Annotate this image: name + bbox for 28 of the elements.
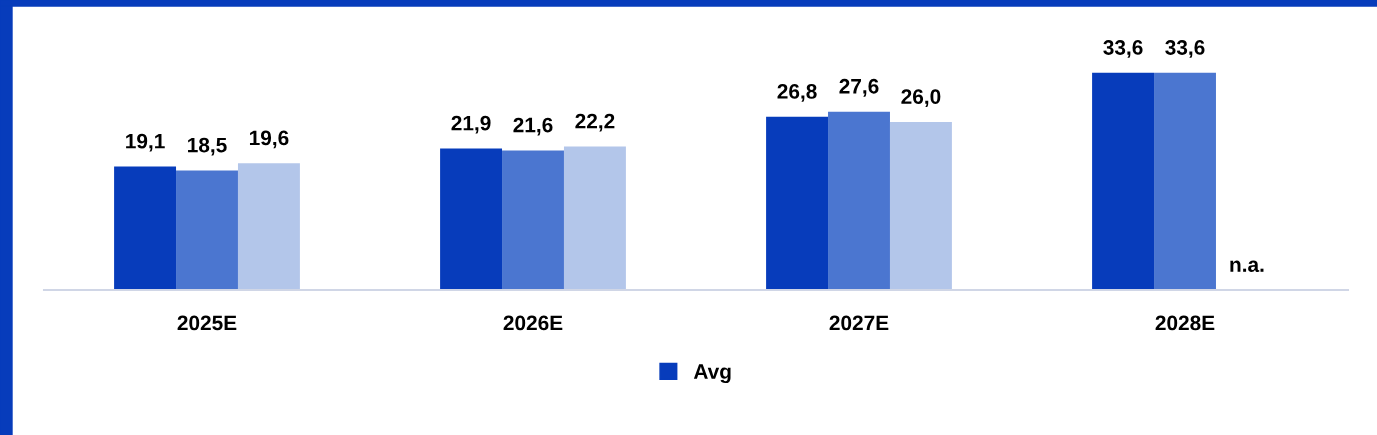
bar [889,121,952,290]
bar [176,170,238,290]
legend-label: Avg [693,364,731,384]
data-label: 27,6 [839,78,879,97]
data-label: 21,9 [451,115,491,134]
bar [766,116,829,290]
bar [440,148,503,290]
data-label: 21,6 [513,117,553,136]
data-label: 18,5 [188,137,227,156]
bar [1154,72,1216,290]
bar [502,150,564,290]
bar [237,163,300,290]
data-label: 26,0 [901,89,941,107]
data-label: 19,1 [126,133,165,152]
data-label: 26,8 [777,84,817,102]
x-tick-label: 2026E [503,315,563,331]
data-label: 22,2 [575,113,615,132]
bar [1092,72,1155,290]
x-tick-label: 2028E [1155,315,1215,331]
bar [563,146,626,290]
x-tick-label: 2025E [177,315,237,331]
x-tick-label: 2027E [829,315,889,331]
bar [828,111,890,290]
data-label: 19,6 [249,130,289,149]
data-label: 33,6 [1103,40,1143,58]
text: n.a. [1230,260,1264,272]
data-label: 33,6 [1165,40,1205,58]
bar [114,166,177,290]
